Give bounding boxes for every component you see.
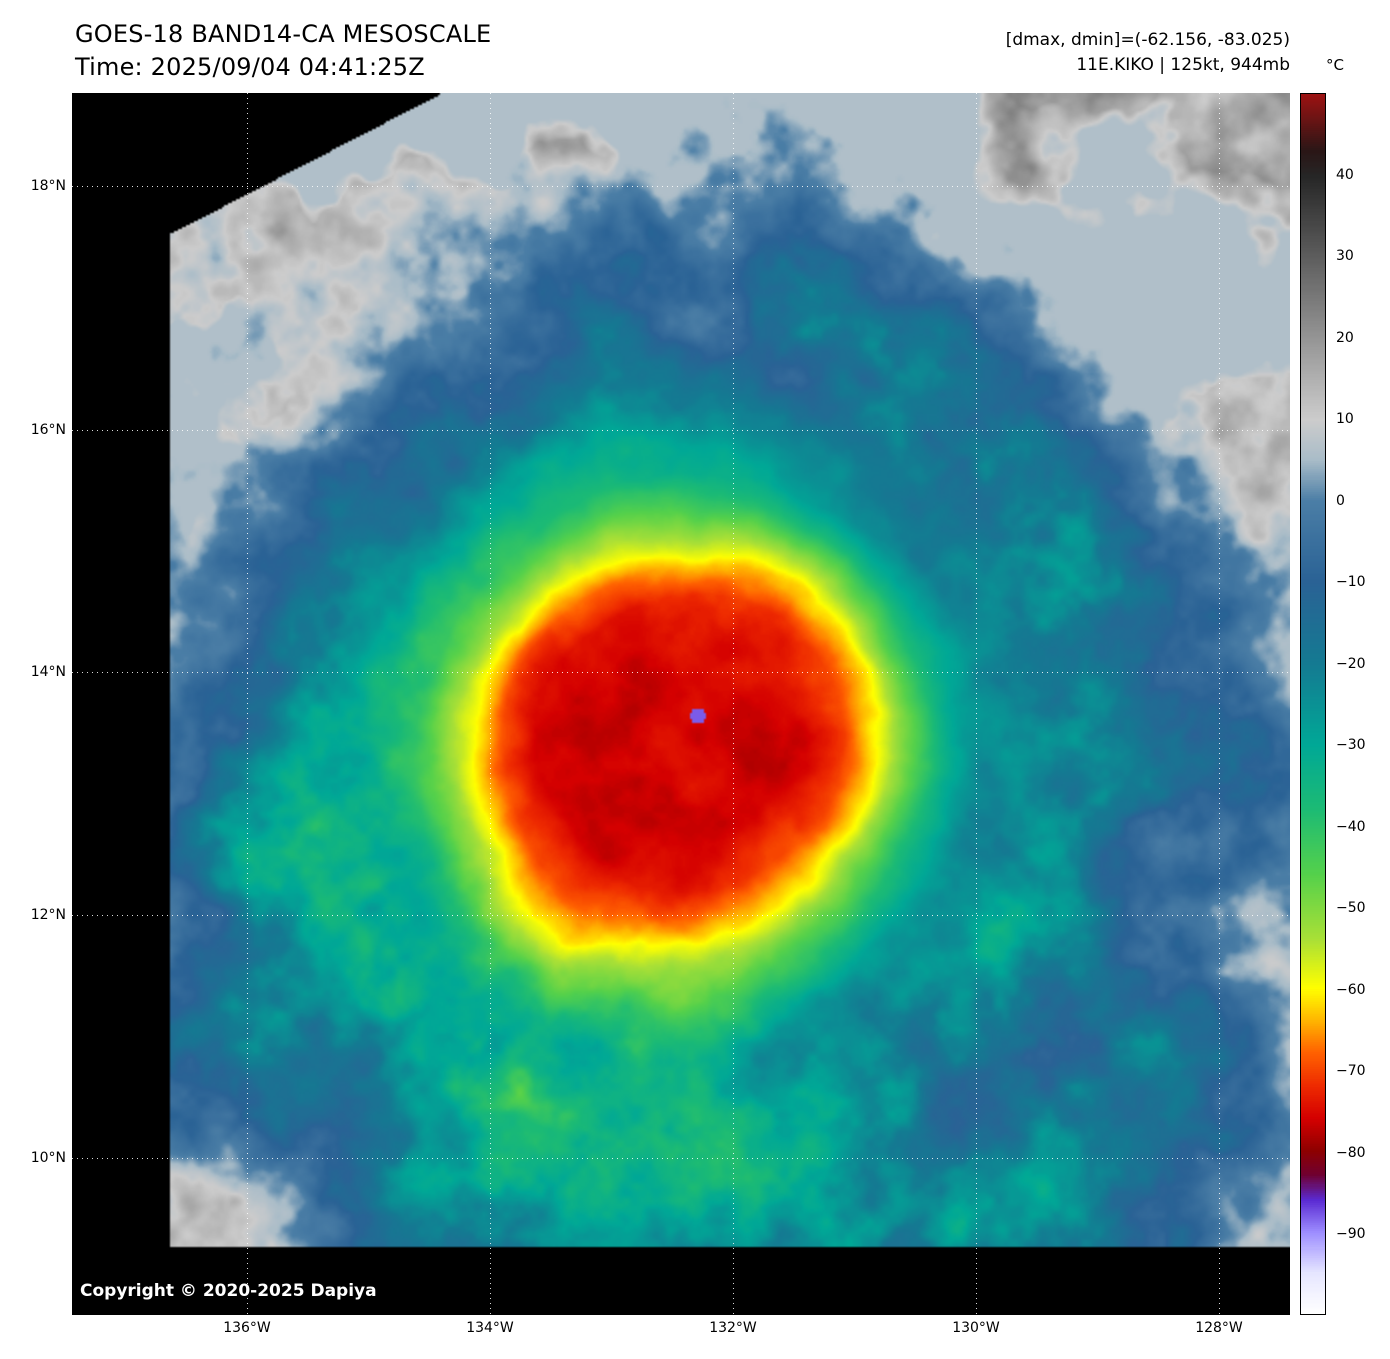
lon-tick-label: 132°W [709, 1320, 757, 1336]
colorbar-tick-label: 0 [1336, 493, 1345, 509]
colorbar-tick-label: −20 [1336, 656, 1366, 672]
gridline-lon-128w [1219, 93, 1220, 1315]
lat-tick-label: 10°N [30, 1150, 66, 1166]
satellite-map: Copyright © 2020-2025 Dapiya [72, 93, 1290, 1315]
figure-header: GOES-18 BAND14-CA MESOSCALE Time: 2025/0… [75, 18, 491, 84]
gridline-lat-14n [72, 672, 1290, 673]
gridline-lon-130w [976, 93, 977, 1315]
figure-info: [dmax, dmin]=(-62.156, -83.025) 11E.KIKO… [1006, 28, 1290, 78]
colorbar-tick-label: 20 [1336, 330, 1354, 346]
dmax-dmin-label: [dmax, dmin]=(-62.156, -83.025) [1005, 30, 1290, 50]
colorbar-tick-label: −50 [1336, 900, 1366, 916]
gridline-lat-12n [72, 915, 1290, 916]
colorbar-gradient-canvas [1301, 94, 1325, 1314]
lon-tick-label: 130°W [952, 1320, 1000, 1336]
gridline-lon-134w [490, 93, 491, 1315]
gridline-lon-132w [733, 93, 734, 1315]
colorbar-tick-label: 40 [1336, 167, 1354, 183]
colorbar-tick-label: −40 [1336, 819, 1366, 835]
figure-time: Time: 2025/09/04 04:41:25Z [75, 53, 425, 81]
lon-tick-label: 136°W [223, 1320, 271, 1336]
colorbar-tick-label: −10 [1336, 574, 1366, 590]
satellite-imagery-canvas [72, 93, 1290, 1315]
storm-info-label: 11E.KIKO | 125kt, 944mb [1076, 55, 1290, 75]
gridline-lat-10n [72, 1158, 1290, 1159]
colorbar-tick-label: −70 [1336, 1063, 1366, 1079]
colorbar-tick-label: −80 [1336, 1145, 1366, 1161]
colorbar-unit-label: °C [1326, 56, 1344, 74]
colorbar-tick-label: −90 [1336, 1226, 1366, 1242]
lat-tick-label: 12°N [30, 907, 66, 923]
figure-title: GOES-18 BAND14-CA MESOSCALE [75, 20, 492, 48]
colorbar [1300, 93, 1326, 1315]
gridline-lat-16n [72, 430, 1290, 431]
colorbar-tick-label: −30 [1336, 737, 1366, 753]
lon-tick-label: 128°W [1195, 1320, 1243, 1336]
lon-tick-label: 134°W [466, 1320, 514, 1336]
colorbar-tick-label: 10 [1336, 411, 1354, 427]
lat-tick-label: 18°N [30, 178, 66, 194]
gridline-lat-18n [72, 186, 1290, 187]
lat-tick-label: 16°N [30, 422, 66, 438]
lat-tick-label: 14°N [30, 664, 66, 680]
copyright-label: Copyright © 2020-2025 Dapiya [80, 1281, 377, 1301]
gridline-lon-136w [247, 93, 248, 1315]
colorbar-tick-label: 30 [1336, 248, 1354, 264]
colorbar-tick-label: −60 [1336, 982, 1366, 998]
